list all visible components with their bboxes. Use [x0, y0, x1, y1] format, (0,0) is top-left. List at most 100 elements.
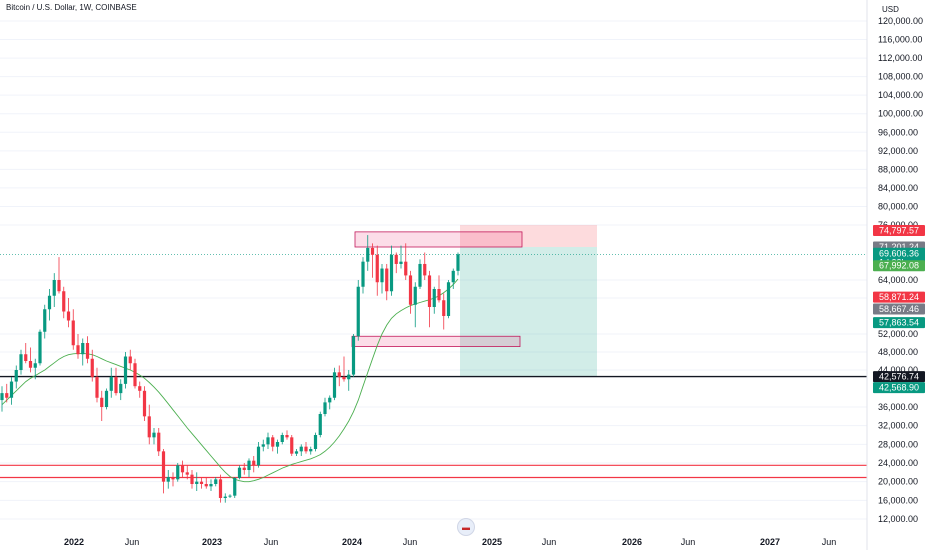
candle-down	[157, 432, 161, 452]
candle-down	[285, 435, 289, 438]
candle-down	[304, 446, 308, 452]
candle-down	[442, 300, 446, 316]
candle-up	[351, 336, 356, 375]
stop-zone	[460, 225, 597, 247]
price-badge	[873, 371, 925, 383]
candle-down	[218, 479, 223, 498]
candle-up	[43, 309, 47, 332]
candle-down	[408, 275, 413, 305]
candle-down	[28, 361, 33, 368]
candle-down	[95, 376, 99, 398]
candle-down	[342, 376, 346, 380]
candle-up	[176, 465, 180, 480]
candle-up	[14, 370, 18, 382]
price-tick-label: 28,000.00	[878, 439, 918, 449]
candle-up	[451, 270, 455, 283]
candle-up	[109, 376, 113, 391]
candle-up	[380, 268, 384, 283]
candle-down	[199, 481, 204, 484]
candle-up	[119, 383, 123, 394]
price-tick-label: 48,000.00	[878, 347, 918, 357]
time-tick-label: Jun	[403, 537, 418, 547]
candle-down	[100, 397, 104, 407]
price-badge	[873, 303, 925, 315]
price-tick-label: 120,000.00	[878, 16, 923, 26]
candle-down	[62, 291, 66, 312]
moving-average-line	[1, 278, 459, 483]
candle-down	[71, 320, 75, 346]
candle-down	[423, 263, 427, 276]
candle-up	[47, 295, 52, 310]
candle-up	[361, 261, 365, 287]
candle-down	[385, 268, 389, 292]
price-tick-label: 16,000.00	[878, 495, 918, 505]
price-tick-label: 104,000.00	[878, 90, 923, 100]
price-badge-label: 57,863.54	[879, 318, 919, 328]
candle-down	[138, 386, 142, 391]
price-tick-label: 44,000.00	[878, 365, 918, 375]
candle-up	[275, 442, 280, 447]
candle-up	[104, 390, 109, 407]
candle-up	[418, 263, 422, 287]
candle-down	[370, 247, 375, 255]
candle-down	[24, 354, 28, 361]
candle-down	[66, 311, 71, 321]
price-badge-label: 67,992.08	[879, 261, 919, 271]
candle-down	[427, 275, 432, 307]
candle-up	[399, 261, 403, 264]
us-flag-icon[interactable]: ▬	[458, 519, 474, 535]
candle-up	[247, 460, 251, 470]
price-badge	[873, 225, 925, 237]
candle-down	[375, 254, 379, 283]
candle-up	[0, 393, 4, 401]
candle-up	[166, 477, 170, 482]
candle-up	[223, 496, 227, 498]
price-badge-label: 74,797.57	[879, 226, 919, 236]
price-badge-label: 71,201.24	[879, 242, 919, 252]
candle-down	[271, 437, 275, 447]
currency-label[interactable]: USD	[882, 5, 899, 14]
candle-down	[114, 376, 118, 394]
price-badge-label: 58,871.24	[879, 292, 919, 302]
candle-up	[356, 286, 360, 337]
price-badge-label: 58,667.46	[879, 304, 919, 314]
candle-up	[33, 363, 37, 368]
candle-down	[85, 343, 90, 359]
candle-up	[323, 402, 327, 414]
candle-down	[142, 390, 147, 417]
candle-down	[147, 416, 151, 438]
time-tick-label: 2023	[202, 537, 222, 547]
candle-down	[57, 280, 61, 292]
candle-up	[446, 282, 451, 316]
price-badge	[873, 291, 925, 303]
candle-up	[313, 435, 318, 449]
candle-up	[214, 479, 218, 484]
candle-up	[318, 414, 322, 435]
candle-down	[128, 356, 132, 364]
candle-up	[52, 280, 56, 296]
candle-up	[19, 354, 23, 370]
candle-up	[456, 254, 460, 271]
price-tick-label: 52,000.00	[878, 329, 918, 339]
candle-up	[413, 286, 417, 305]
price-tick-label: 76,000.00	[878, 220, 918, 230]
candle-down	[252, 460, 256, 466]
candle-down	[90, 358, 94, 377]
time-tick-label: 2025	[482, 537, 502, 547]
candle-up	[332, 372, 337, 398]
candle-up	[123, 356, 128, 384]
candle-down	[171, 477, 175, 480]
candle-up	[195, 481, 199, 484]
candle-down	[394, 254, 398, 264]
candle-up	[309, 449, 313, 452]
price-tick-label: 84,000.00	[878, 183, 918, 193]
candle-up	[256, 446, 261, 466]
price-tick-label: 80,000.00	[878, 201, 918, 211]
candle-down	[437, 289, 441, 301]
price-badge	[873, 260, 925, 272]
candle-up	[228, 495, 232, 497]
time-tick-label: Jun	[125, 537, 140, 547]
time-tick-label: 2027	[760, 537, 780, 547]
